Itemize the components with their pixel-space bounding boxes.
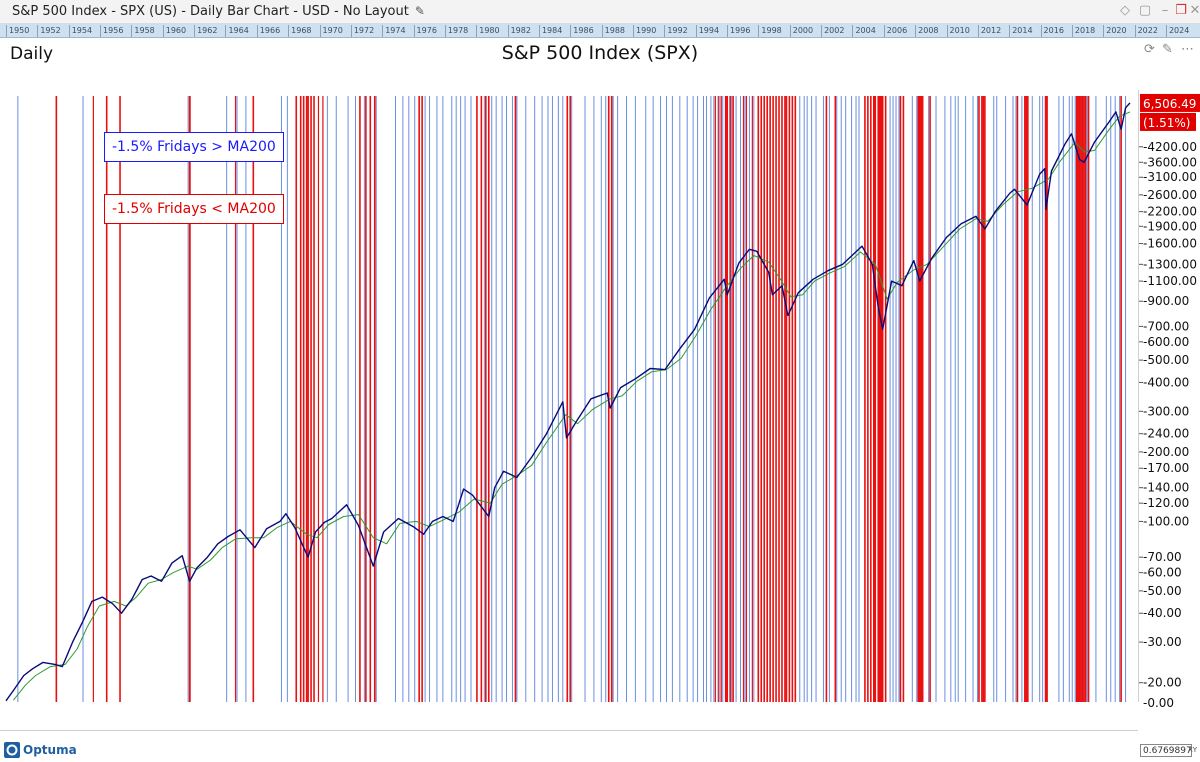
year-strip-label[interactable]: 1968 <box>288 25 312 37</box>
year-strip-label[interactable]: 2022 <box>1134 25 1158 37</box>
y-tick-label: -1900.00 <box>1143 219 1197 233</box>
last-price-label: 6,506.49 <box>1143 97 1196 111</box>
y-tick-label: -2200.00 <box>1143 205 1197 219</box>
refresh-icon[interactable]: ⟳ <box>1144 42 1155 57</box>
year-strip-label[interactable]: 1958 <box>131 25 155 37</box>
year-strip-label[interactable]: 1982 <box>507 25 531 37</box>
y-tick-label: -500.00 <box>1143 353 1189 367</box>
y-tick-label: -240.00 <box>1143 427 1189 441</box>
legend-above-ma200: -1.5% Fridays > MA200 <box>104 132 284 162</box>
year-strip-label[interactable]: 1994 <box>695 25 719 37</box>
year-strip-label[interactable]: 1956 <box>100 25 123 37</box>
y-tick-label: -30.00 <box>1143 635 1182 649</box>
year-strip-label[interactable]: 1980 <box>476 25 500 37</box>
year-strip-label[interactable]: 1986 <box>570 25 594 37</box>
cursor-readout: 0.6769897 <box>1140 744 1192 757</box>
year-strip-label[interactable]: 2020 <box>1103 25 1127 37</box>
year-strip-label[interactable]: 1974 <box>382 25 406 37</box>
year-strip-label[interactable]: 2000 <box>789 25 813 37</box>
y-tick-label: -100.00 <box>1143 514 1189 528</box>
y-tick-label: -400.00 <box>1143 375 1189 389</box>
year-strip-label[interactable]: 1966 <box>256 25 280 37</box>
y-tick-label: -3100.00 <box>1143 170 1197 184</box>
y-tick-label: -2600.00 <box>1143 188 1197 202</box>
year-strip-label[interactable]: 2016 <box>1040 25 1064 37</box>
y-tick-label: -900.00 <box>1143 294 1189 308</box>
last-change-box <box>1140 112 1196 131</box>
window-title: S&P 500 Index - SPX (US) - Daily Bar Cha… <box>12 4 425 19</box>
y-tick-label: -600.00 <box>1143 335 1189 349</box>
y-tick-label: -20.00 <box>1143 676 1182 690</box>
pencil-icon[interactable]: ✎ <box>414 4 425 18</box>
ma200-line <box>13 111 1131 701</box>
logo-icon <box>4 742 20 758</box>
year-strip-label[interactable]: 1970 <box>319 25 343 37</box>
price-line <box>5 102 1131 702</box>
y-tick-label: -60.00 <box>1143 566 1182 580</box>
xy-toggle[interactable]: XY <box>1188 746 1198 754</box>
year-strip-label[interactable]: 1960 <box>162 25 186 37</box>
year-strip-label[interactable]: 1978 <box>444 25 468 37</box>
restore-icon[interactable]: ❐ <box>1175 3 1187 18</box>
close-icon[interactable]: ✕ <box>1189 3 1200 18</box>
last-price-box <box>1140 93 1200 112</box>
y-tick-label: -1600.00 <box>1143 237 1197 251</box>
year-strip-label[interactable]: 1952 <box>37 25 61 37</box>
year-strip-label[interactable]: 1984 <box>538 25 562 37</box>
y-tick-label: -70.00 <box>1143 550 1182 564</box>
y-tick-label: -0.00 <box>1143 696 1174 710</box>
last-change-label: (1.51%) <box>1143 116 1190 130</box>
y-axis-divider <box>1138 90 1139 702</box>
year-strip-label[interactable]: 1988 <box>601 25 625 37</box>
year-strip-label[interactable]: 1972 <box>350 25 374 37</box>
y-tick-label: -4200.00 <box>1143 140 1197 154</box>
y-tick-label: -170.00 <box>1143 461 1189 475</box>
year-strip-label[interactable]: 2006 <box>883 25 907 37</box>
y-tick-label: -50.00 <box>1143 584 1182 598</box>
chart-title: S&P 500 Index (SPX) <box>501 42 699 64</box>
year-strip-label[interactable]: 1954 <box>68 25 92 37</box>
year-strip-label[interactable]: 1998 <box>758 25 782 37</box>
y-tick-label: -1100.00 <box>1143 274 1197 288</box>
minimize-icon[interactable]: – <box>1161 3 1169 18</box>
year-strip-label[interactable]: 1962 <box>194 25 217 37</box>
year-strip-label[interactable]: 2024 <box>1165 25 1189 37</box>
y-tick-label: -1300.00 <box>1143 257 1197 271</box>
settings-icon[interactable]: ⋯ <box>1181 42 1194 57</box>
diamond-icon[interactable]: ◇ <box>1120 3 1130 18</box>
edit-icon[interactable]: ✎ <box>1162 42 1173 57</box>
year-strip-label[interactable]: 2012 <box>977 25 1001 37</box>
year-strip-label[interactable]: 1950 <box>6 25 29 37</box>
legend-below-ma200: -1.5% Fridays < MA200 <box>104 194 284 224</box>
x-axis-band <box>0 730 1138 757</box>
period-label: Daily <box>10 44 54 64</box>
year-strip-label[interactable]: 1992 <box>664 25 688 37</box>
y-tick-label: -120.00 <box>1143 496 1189 510</box>
y-tick-label: -140.00 <box>1143 481 1189 495</box>
optuma-logo: Optuma <box>4 742 77 758</box>
year-navigator-strip[interactable]: 1950 1952 1954 1956 1958 1960 1962 1964 1966 1968… <box>0 24 1200 38</box>
year-strip-label[interactable]: 2010 <box>946 25 970 37</box>
year-strip-label[interactable]: 2008 <box>915 25 939 37</box>
pin-icon[interactable]: ▢ <box>1138 3 1152 18</box>
y-tick-label: -300.00 <box>1143 404 1189 418</box>
year-strip-label[interactable]: 2004 <box>852 25 876 37</box>
year-strip-label[interactable]: 2018 <box>1071 25 1095 37</box>
year-strip-label[interactable]: 2002 <box>821 25 844 37</box>
y-tick-label: -700.00 <box>1143 319 1189 333</box>
y-tick-label: -200.00 <box>1143 445 1189 459</box>
year-strip-label[interactable]: 1996 <box>727 25 750 37</box>
y-tick-label: -40.00 <box>1143 606 1182 620</box>
year-strip-label[interactable]: 1990 <box>633 25 656 37</box>
title-bar: S&P 500 Index - SPX (US) - Daily Bar Cha… <box>0 0 1200 24</box>
year-strip-label[interactable]: 1964 <box>225 25 249 37</box>
y-tick-label: -3600.00 <box>1143 155 1197 169</box>
year-strip-label[interactable]: 1976 <box>413 25 437 37</box>
year-strip-label[interactable]: 2014 <box>1009 25 1033 37</box>
